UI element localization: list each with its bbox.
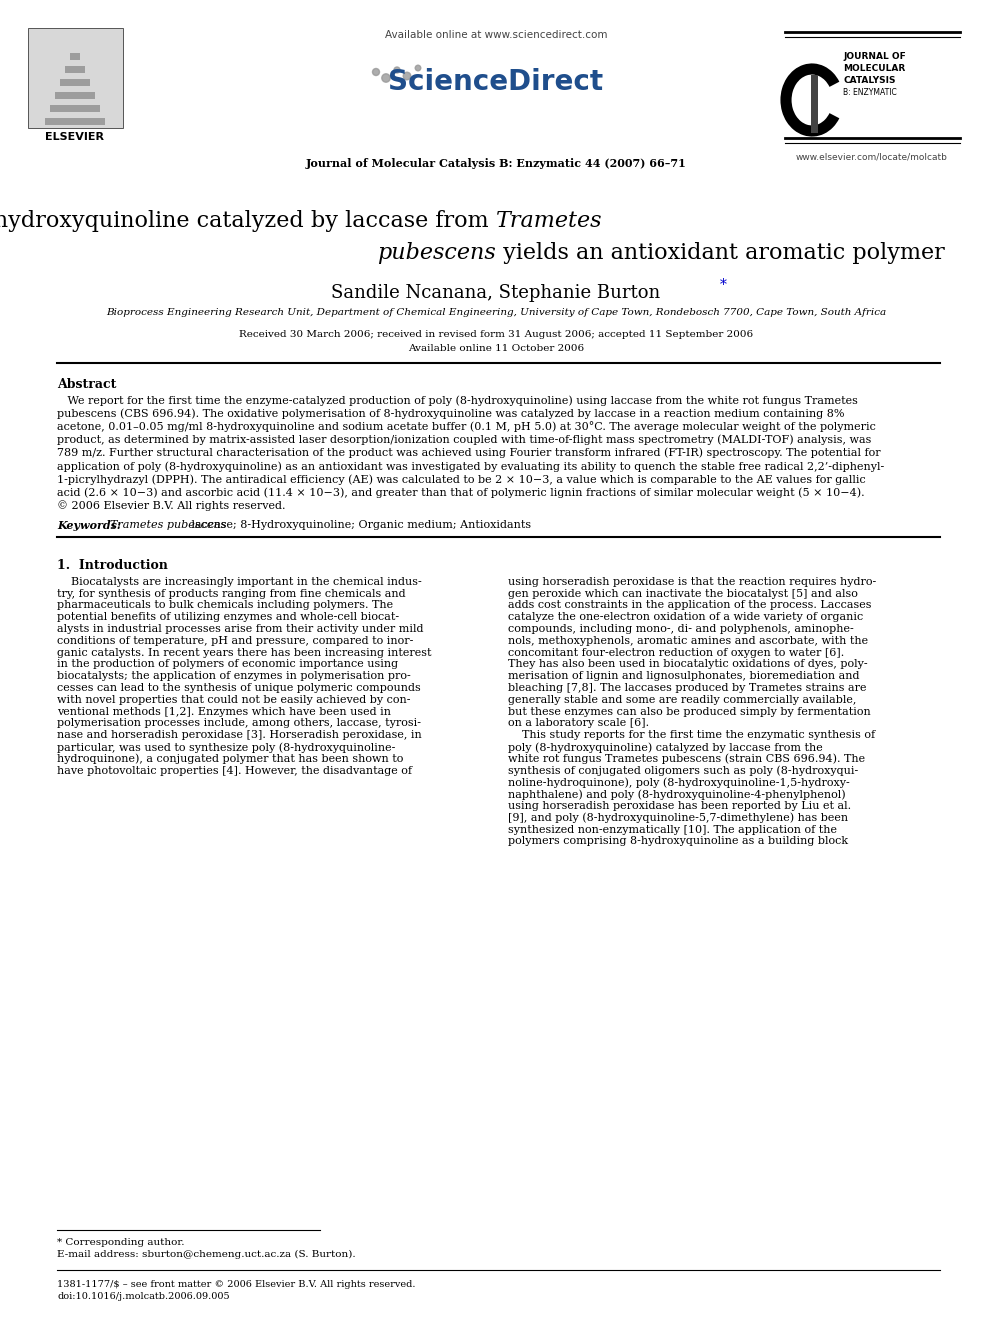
Text: alysts in industrial processes arise from their activity under mild: alysts in industrial processes arise fro… xyxy=(57,624,424,634)
Text: 1-picrylhydrazyl (DPPH). The antiradical efficiency (AE) was calculated to be 2 : 1-picrylhydrazyl (DPPH). The antiradical… xyxy=(57,474,866,484)
Text: pubescens: pubescens xyxy=(377,242,496,265)
Text: ganic catalysts. In recent years there has been increasing interest: ganic catalysts. In recent years there h… xyxy=(57,647,432,658)
Text: acid (2.6 × 10−3) and ascorbic acid (11.4 × 10−3), and greater than that of poly: acid (2.6 × 10−3) and ascorbic acid (11.… xyxy=(57,487,865,497)
Text: nase and horseradish peroxidase [3]. Horseradish peroxidase, in: nase and horseradish peroxidase [3]. Hor… xyxy=(57,730,422,740)
Bar xyxy=(70,53,80,60)
Circle shape xyxy=(373,69,380,75)
Circle shape xyxy=(382,74,390,82)
Text: adds cost constraints in the application of the process. Laccases: adds cost constraints in the application… xyxy=(508,601,872,610)
Text: Sandile Ncanana, Stephanie Burton: Sandile Ncanana, Stephanie Burton xyxy=(331,284,661,302)
Text: using horseradish peroxidase is that the reaction requires hydro-: using horseradish peroxidase is that the… xyxy=(508,577,876,587)
Text: Abstract: Abstract xyxy=(57,378,116,392)
Text: ELSEVIER: ELSEVIER xyxy=(46,132,104,142)
Text: B: ENZYMATIC: B: ENZYMATIC xyxy=(843,89,897,97)
Bar xyxy=(55,93,95,99)
Text: Journal of Molecular Catalysis B: Enzymatic 44 (2007) 66–71: Journal of Molecular Catalysis B: Enzyma… xyxy=(306,157,686,169)
Text: pubescens (CBS 696.94). The oxidative polymerisation of 8-hydroxyquinoline was c: pubescens (CBS 696.94). The oxidative po… xyxy=(57,409,844,419)
Text: compounds, including mono-, di- and polyphenols, aminophe-: compounds, including mono-, di- and poly… xyxy=(508,624,854,634)
Text: polymerisation processes include, among others, laccase, tyrosi-: polymerisation processes include, among … xyxy=(57,718,421,729)
Text: *: * xyxy=(720,278,727,292)
Text: synthesis of conjugated oligomers such as poly (8-hydroxyqui-: synthesis of conjugated oligomers such a… xyxy=(508,766,858,777)
Text: white rot fungus Trametes pubescens (strain CBS 696.94). The: white rot fungus Trametes pubescens (str… xyxy=(508,754,865,765)
Text: * Corresponding author.: * Corresponding author. xyxy=(57,1238,185,1248)
Text: Bioprocess Engineering Research Unit, Department of Chemical Engineering, Univer: Bioprocess Engineering Research Unit, De… xyxy=(106,308,886,318)
Text: E-mail address: sburton@chemeng.uct.ac.za (S. Burton).: E-mail address: sburton@chemeng.uct.ac.z… xyxy=(57,1250,355,1259)
Text: Biocatalysts are increasingly important in the chemical indus-: Biocatalysts are increasingly important … xyxy=(57,577,422,587)
Text: nols, methoxyphenols, aromatic amines and ascorbate, with the: nols, methoxyphenols, aromatic amines an… xyxy=(508,636,868,646)
Text: cesses can lead to the synthesis of unique polymeric compounds: cesses can lead to the synthesis of uniq… xyxy=(57,683,421,693)
Text: conditions of temperature, pH and pressure, compared to inor-: conditions of temperature, pH and pressu… xyxy=(57,636,414,646)
Text: on a laboratory scale [6].: on a laboratory scale [6]. xyxy=(508,718,649,729)
Text: [9], and poly (8-hydroxyquinoline-5,7-dimethylene) has been: [9], and poly (8-hydroxyquinoline-5,7-di… xyxy=(508,812,848,823)
Text: generally stable and some are readily commercially available,: generally stable and some are readily co… xyxy=(508,695,856,705)
Bar xyxy=(45,118,105,124)
Text: They has also been used in biocatalytic oxidations of dyes, poly-: They has also been used in biocatalytic … xyxy=(508,659,868,669)
Text: laccase; 8-Hydroxyquinoline; Organic medium; Antioxidants: laccase; 8-Hydroxyquinoline; Organic med… xyxy=(188,520,531,529)
Text: acetone, 0.01–0.05 mg/ml 8-hydroxyquinoline and sodium acetate buffer (0.1 M, pH: acetone, 0.01–0.05 mg/ml 8-hydroxyquinol… xyxy=(57,422,876,433)
Text: This study reports for the first time the enzymatic synthesis of: This study reports for the first time th… xyxy=(508,730,875,740)
Text: 1381-1177/$ – see front matter © 2006 Elsevier B.V. All rights reserved.: 1381-1177/$ – see front matter © 2006 El… xyxy=(57,1279,416,1289)
Text: Trametes pubescens: Trametes pubescens xyxy=(110,520,226,529)
Text: pharmaceuticals to bulk chemicals including polymers. The: pharmaceuticals to bulk chemicals includ… xyxy=(57,601,393,610)
Text: in the production of polymers of economic importance using: in the production of polymers of economi… xyxy=(57,659,398,669)
Text: Received 30 March 2006; received in revised form 31 August 2006; accepted 11 Sep: Received 30 March 2006; received in revi… xyxy=(239,329,753,339)
Text: have photovoltaic properties [4]. However, the disadvantage of: have photovoltaic properties [4]. Howeve… xyxy=(57,766,412,775)
Text: catalyze the one-electron oxidation of a wide variety of organic: catalyze the one-electron oxidation of a… xyxy=(508,613,863,622)
Text: naphthalene) and poly (8-hydroxyquinoline-4-phenylphenol): naphthalene) and poly (8-hydroxyquinolin… xyxy=(508,790,845,800)
Text: but these enzymes can also be produced simply by fermentation: but these enzymes can also be produced s… xyxy=(508,706,871,717)
Text: Available online at www.sciencedirect.com: Available online at www.sciencedirect.co… xyxy=(385,30,607,40)
Circle shape xyxy=(416,65,421,71)
Text: Keywords:: Keywords: xyxy=(57,520,121,531)
Text: ScienceDirect: ScienceDirect xyxy=(389,67,603,97)
Text: Available online 11 October 2006: Available online 11 October 2006 xyxy=(408,344,584,353)
Text: © 2006 Elsevier B.V. All rights reserved.: © 2006 Elsevier B.V. All rights reserved… xyxy=(57,500,286,512)
Text: We report for the first time the enzyme-catalyzed production of poly (8-hydroxyq: We report for the first time the enzyme-… xyxy=(57,396,858,406)
Circle shape xyxy=(394,67,400,73)
Text: Trametes: Trametes xyxy=(496,210,602,232)
Text: CATALYSIS: CATALYSIS xyxy=(843,75,896,85)
Bar xyxy=(28,28,123,128)
Text: yields an antioxidant aromatic polymer: yields an antioxidant aromatic polymer xyxy=(496,242,944,265)
Text: product, as determined by matrix-assisted laser desorption/ionization coupled wi: product, as determined by matrix-assiste… xyxy=(57,434,871,445)
Text: 1.  Introduction: 1. Introduction xyxy=(57,558,168,572)
Text: www.elsevier.com/locate/molcatb: www.elsevier.com/locate/molcatb xyxy=(796,152,948,161)
Bar xyxy=(811,75,818,134)
Text: potential benefits of utilizing enzymes and whole-cell biocat-: potential benefits of utilizing enzymes … xyxy=(57,613,399,622)
Text: concomitant four-electron reduction of oxygen to water [6].: concomitant four-electron reduction of o… xyxy=(508,647,844,658)
Text: try, for synthesis of products ranging from fine chemicals and: try, for synthesis of products ranging f… xyxy=(57,589,406,598)
Text: JOURNAL OF: JOURNAL OF xyxy=(843,52,906,61)
Bar xyxy=(60,79,90,86)
Text: Oxidation of 8-hydroxyquinoline catalyzed by laccase from: Oxidation of 8-hydroxyquinoline catalyze… xyxy=(0,210,496,232)
Text: biocatalysts; the application of enzymes in polymerisation pro-: biocatalysts; the application of enzymes… xyxy=(57,671,411,681)
Text: with novel properties that could not be easily achieved by con-: with novel properties that could not be … xyxy=(57,695,411,705)
Circle shape xyxy=(403,73,411,79)
Text: application of poly (8-hydroxyquinoline) as an antioxidant was investigated by e: application of poly (8-hydroxyquinoline)… xyxy=(57,460,884,471)
Bar xyxy=(50,105,100,112)
Bar xyxy=(65,66,85,73)
Text: doi:10.1016/j.molcatb.2006.09.005: doi:10.1016/j.molcatb.2006.09.005 xyxy=(57,1293,229,1301)
Text: poly (8-hydroxyquinoline) catalyzed by laccase from the: poly (8-hydroxyquinoline) catalyzed by l… xyxy=(508,742,822,753)
Text: using horseradish peroxidase has been reported by Liu et al.: using horseradish peroxidase has been re… xyxy=(508,800,851,811)
Text: particular, was used to synthesize poly (8-hydroxyquinoline-: particular, was used to synthesize poly … xyxy=(57,742,396,753)
Text: 789 m/z. Further structural characterisation of the product was achieved using F: 789 m/z. Further structural characterisa… xyxy=(57,447,881,458)
Text: noline-hydroquinone), poly (8-hydroxyquinoline-1,5-hydroxy-: noline-hydroquinone), poly (8-hydroxyqui… xyxy=(508,778,850,789)
Text: synthesized non-enzymatically [10]. The application of the: synthesized non-enzymatically [10]. The … xyxy=(508,824,837,835)
Text: hydroquinone), a conjugated polymer that has been shown to: hydroquinone), a conjugated polymer that… xyxy=(57,754,404,765)
Text: ventional methods [1,2]. Enzymes which have been used in: ventional methods [1,2]. Enzymes which h… xyxy=(57,706,391,717)
Text: MOLECULAR: MOLECULAR xyxy=(843,64,906,73)
Text: polymers comprising 8-hydroxyquinoline as a building block: polymers comprising 8-hydroxyquinoline a… xyxy=(508,836,848,847)
Text: gen peroxide which can inactivate the biocatalyst [5] and also: gen peroxide which can inactivate the bi… xyxy=(508,589,858,598)
Text: merisation of lignin and lignosulphonates, bioremediation and: merisation of lignin and lignosulphonate… xyxy=(508,671,859,681)
Text: bleaching [7,8]. The laccases produced by Trametes strains are: bleaching [7,8]. The laccases produced b… xyxy=(508,683,866,693)
